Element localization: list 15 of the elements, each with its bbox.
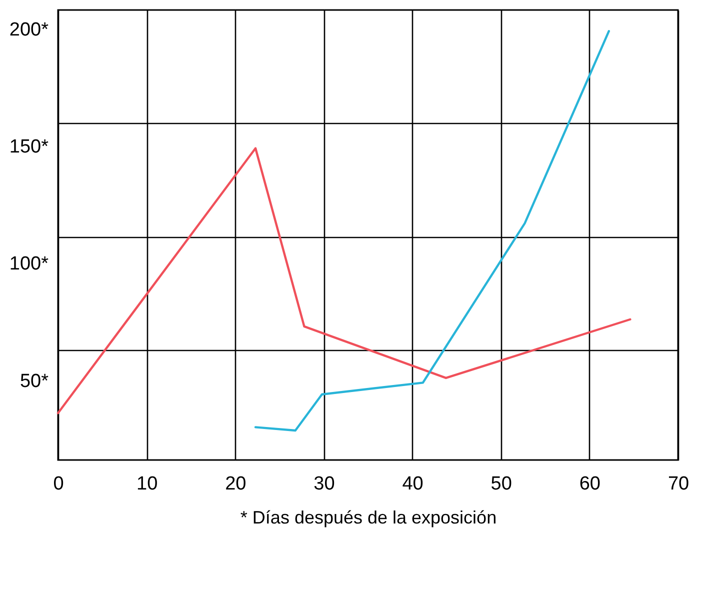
y-tick-label: 50* bbox=[20, 370, 50, 392]
line-series bbox=[56, 147, 632, 414]
x-tick-label: 50 bbox=[490, 474, 512, 494]
y-tick-label: 200* bbox=[9, 19, 50, 40]
line-series bbox=[254, 30, 610, 432]
x-tick-label: 30 bbox=[314, 474, 335, 494]
x-tick-label: 60 bbox=[579, 474, 600, 494]
x-tick-label: 0 bbox=[53, 474, 64, 494]
y-tick-label: 100* bbox=[9, 254, 50, 275]
x-tick-label: 40 bbox=[402, 474, 424, 494]
x-tick-label: 20 bbox=[225, 474, 246, 494]
x-tick-label: 10 bbox=[136, 474, 158, 494]
y-tick-label: 150* bbox=[9, 136, 50, 158]
x-tick-label: 70 bbox=[668, 474, 690, 494]
x-axis-title: * Días después de la exposición bbox=[240, 508, 497, 528]
